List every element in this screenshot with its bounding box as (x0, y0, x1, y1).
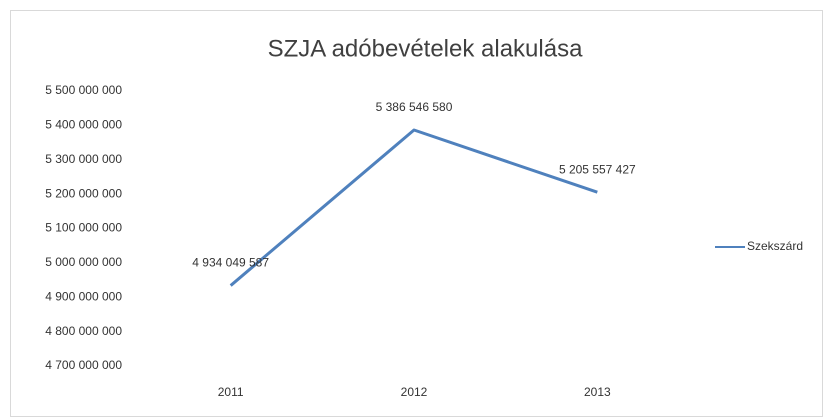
x-tick-label: 2012 (401, 385, 428, 399)
y-tick-label: 5 300 000 000 (45, 152, 122, 166)
chart-border (10, 10, 823, 417)
y-tick-label: 5 200 000 000 (45, 186, 122, 200)
x-tick-label: 2013 (584, 385, 611, 399)
y-tick-label: 4 700 000 000 (45, 358, 122, 372)
y-tick-label: 4 900 000 000 (45, 289, 122, 303)
legend-label: Szekszárd (747, 239, 803, 253)
y-tick-label: 5 100 000 000 (45, 221, 122, 235)
x-tick-label: 2011 (218, 385, 244, 399)
line-series (229, 128, 598, 287)
data-label: 5 386 546 580 (376, 100, 453, 114)
data-label: 5 205 557 427 (559, 162, 636, 176)
y-tick-label: 5 400 000 000 (45, 118, 122, 132)
data-label: 4 934 049 587 (192, 256, 269, 270)
chart-title: SZJA adóbevételek alakulása (268, 35, 584, 62)
y-tick-label: 5 500 000 000 (45, 83, 122, 97)
y-tick-label: 5 000 000 000 (45, 255, 122, 269)
y-tick-label: 4 800 000 000 (45, 324, 122, 338)
